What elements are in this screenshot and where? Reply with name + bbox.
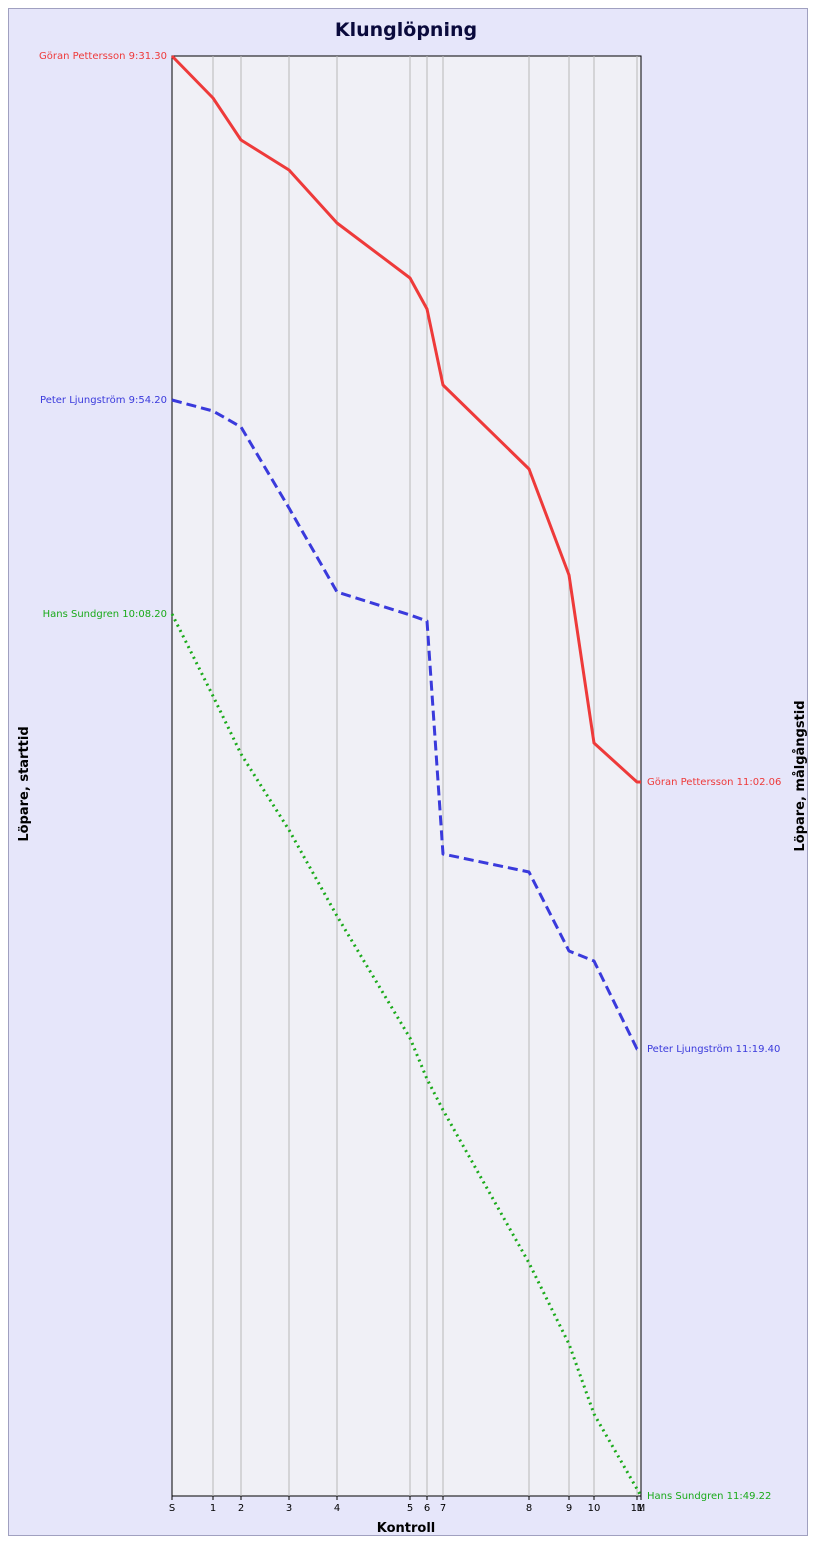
plot-area <box>170 54 643 1497</box>
series-line-0 <box>170 54 641 784</box>
x-tick-label-5: 5 <box>407 1503 413 1514</box>
x-axis-ticks: S 1 2 3 4 5 6 7 8 9 10 11M <box>169 1496 646 1514</box>
plot-background <box>171 55 642 1497</box>
x-tick-label-4: 4 <box>334 1503 340 1514</box>
y-axis-title-left: Löpare, starttid <box>17 726 32 841</box>
finish-label-0: Göran Pettersson 11:02.06 <box>647 777 781 788</box>
series-lines <box>170 54 643 1497</box>
x-tick-label-M: M <box>637 1503 646 1514</box>
chart-title: Klunglöpning <box>335 19 477 41</box>
series-line-1 <box>171 398 641 1051</box>
x-tick-label-2: 2 <box>238 1503 244 1514</box>
series-line-2 <box>170 613 643 1497</box>
x-tick-label-1: 1 <box>210 1503 216 1514</box>
finish-label-1: Peter Ljungström 11:19.40 <box>647 1044 780 1055</box>
x-tick-label-11: 11 <box>631 1503 644 1514</box>
x-tick-label-10: 10 <box>588 1503 601 1514</box>
grid-lines <box>212 56 638 1496</box>
y-axis-title-right: Löpare, målgångstid <box>793 700 808 851</box>
start-label-2: Hans Sundgren 10:08.20 <box>43 609 167 620</box>
x-tick-label-6: 6 <box>424 1503 430 1514</box>
chart-frame: Klunglöpning S 1 2 3 4 5 6 7 8 9 10 11 M Göran Pette… <box>8 8 808 1536</box>
chart-svg: Klunglöpning S 1 2 3 4 5 6 7 8 9 10 11M Göran Pette… <box>17 19 808 1536</box>
finish-label-2: Hans Sundgren 11:49.22 <box>647 1491 771 1502</box>
x-tick-label-8: 8 <box>526 1503 532 1514</box>
x-tick-label-9: 9 <box>566 1503 572 1514</box>
start-label-1: Peter Ljungström 9:54.20 <box>40 395 167 406</box>
x-tick-label-3: 3 <box>286 1503 292 1514</box>
start-label-0: Göran Pettersson 9:31.30 <box>39 51 167 62</box>
x-tick-label-S: S <box>169 1503 175 1514</box>
x-tick-label-7: 7 <box>440 1503 446 1514</box>
runner-labels: Göran Pettersson 9:31.30 Göran Pettersson… <box>39 51 781 1502</box>
x-axis-title: Kontroll <box>377 1521 436 1536</box>
